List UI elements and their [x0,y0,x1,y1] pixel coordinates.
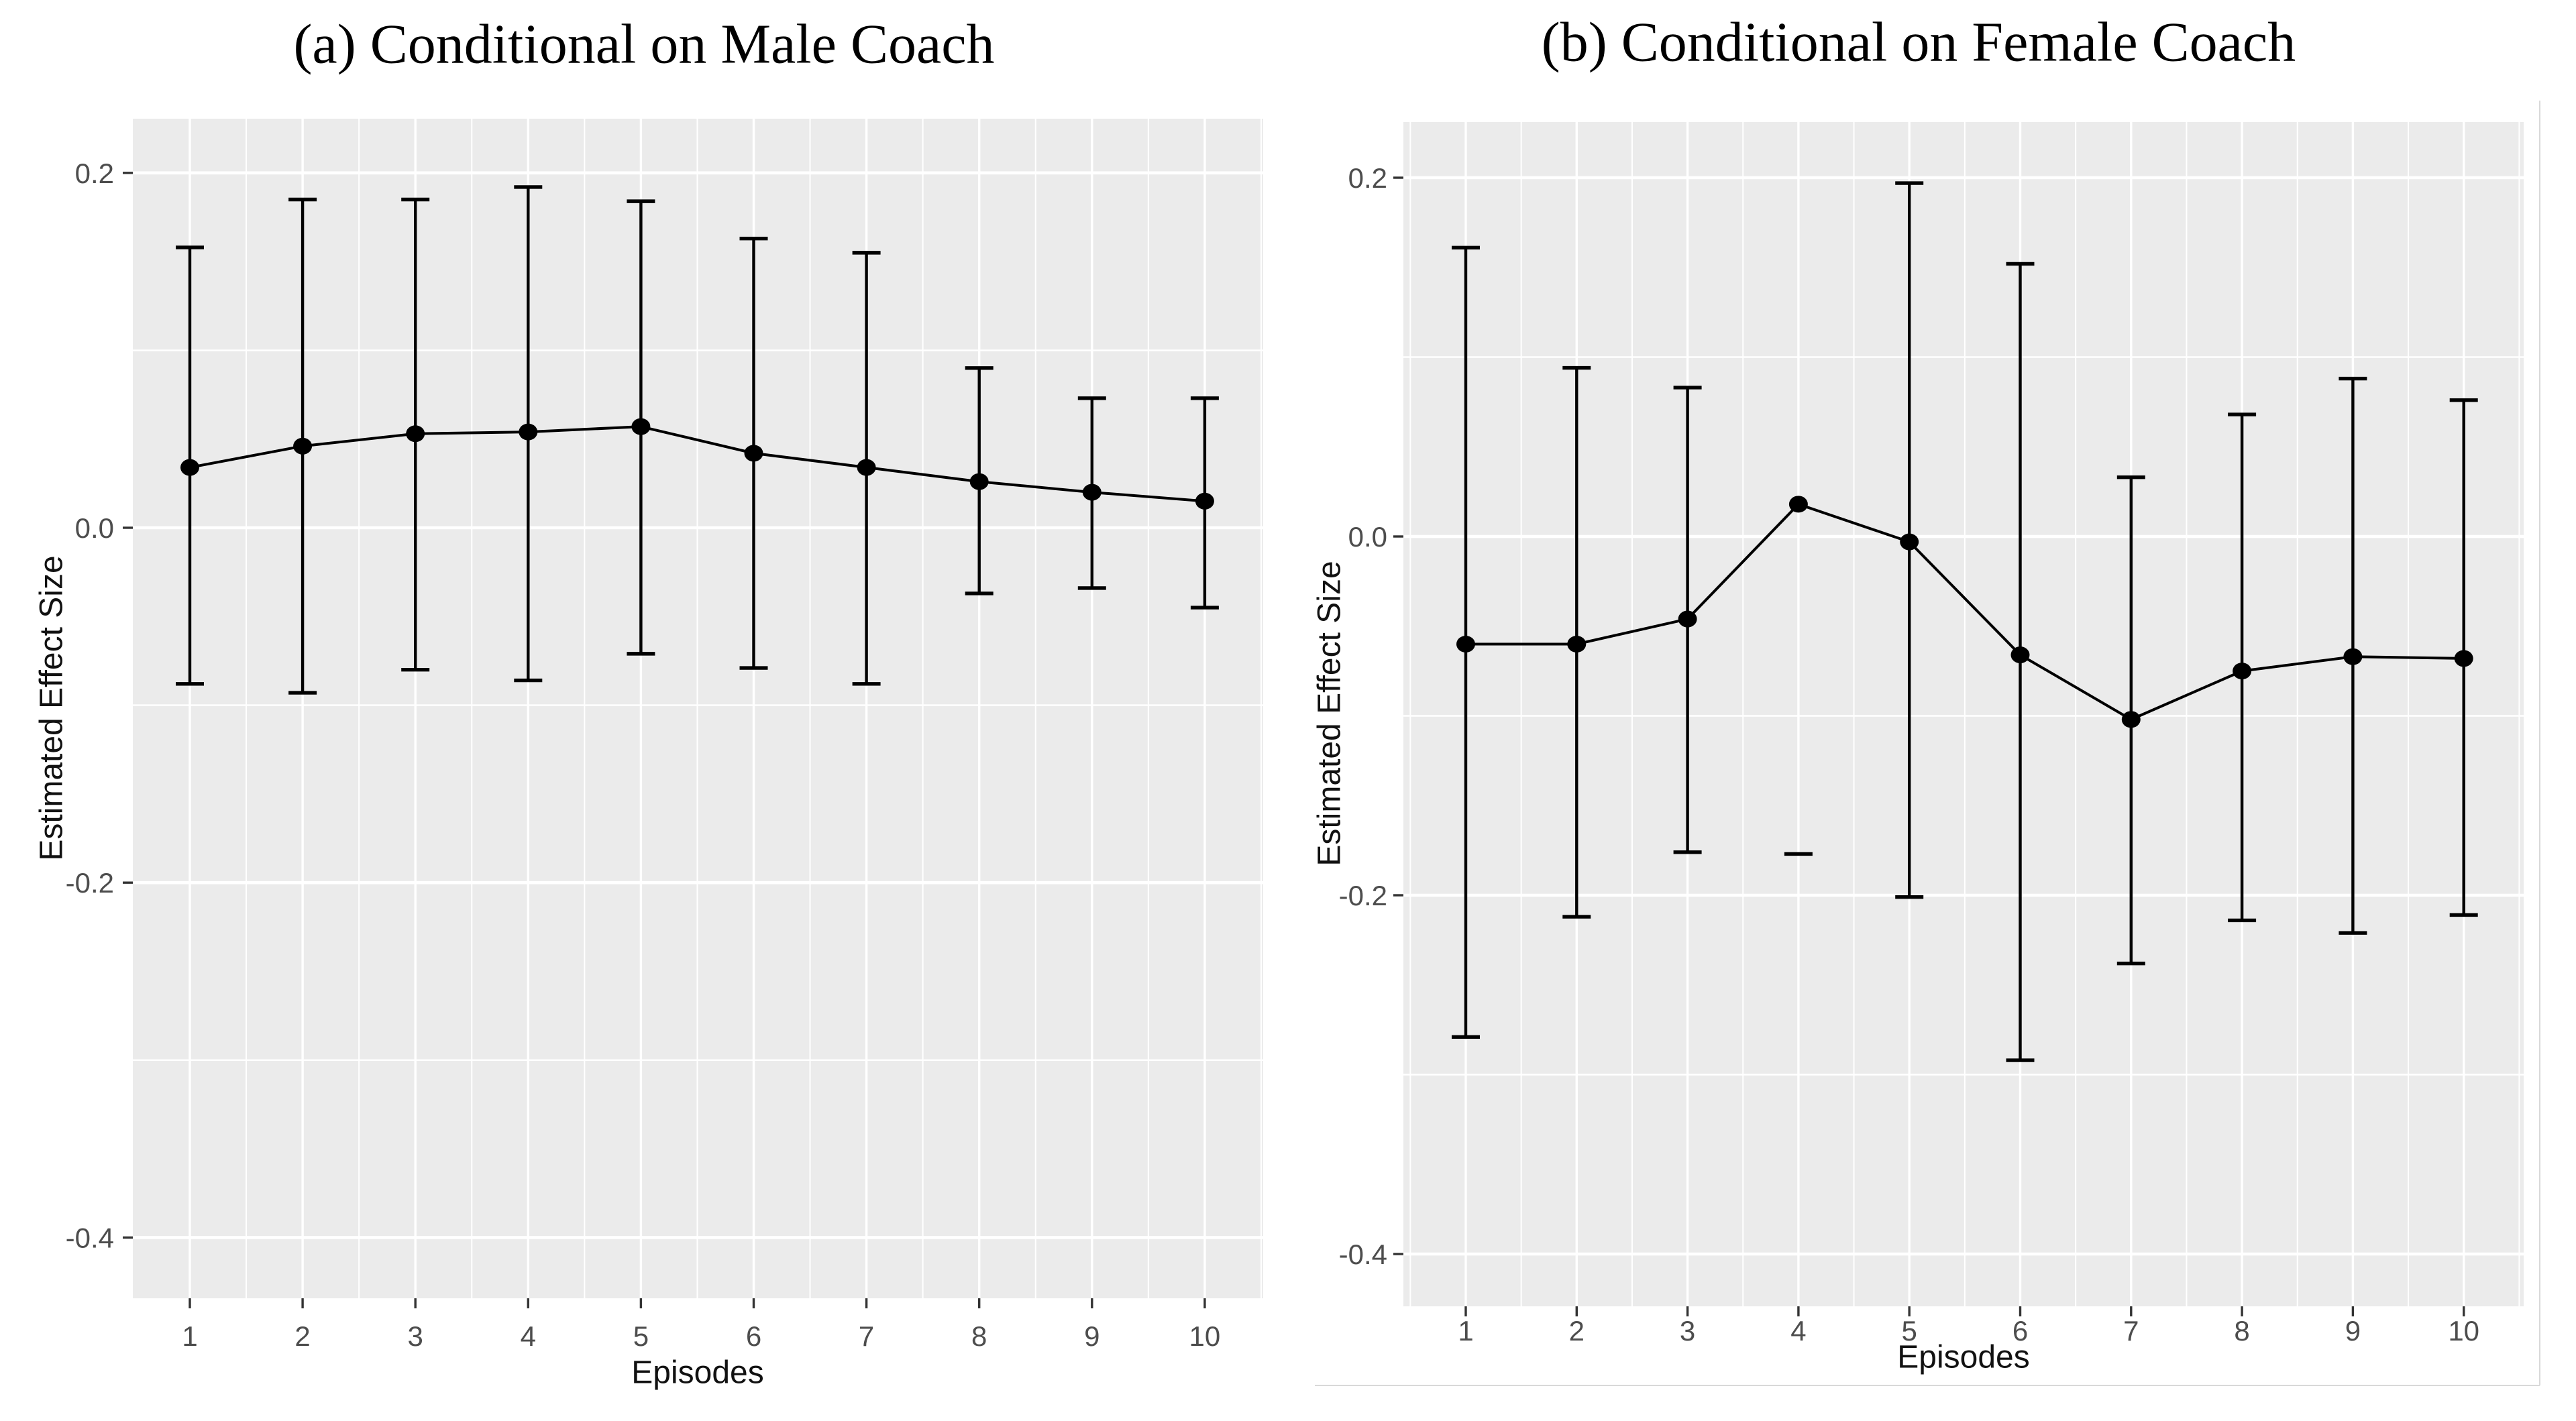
x-tick-label: 10 [1189,1320,1221,1352]
x-tick-label: 9 [2345,1315,2361,1347]
chart-b-x-axis-title: Episodes [1897,1339,2030,1375]
chart-male-coach: (a) Conditional on Male Coach 0.2 0.0 -0.2… [34,13,1263,1391]
data-point [969,473,989,490]
chart-a-plot-area: 0.2 0.0 -0.2 -0.4 1 2 3 4 5 6 7 8 9 10 [66,119,1263,1352]
chart-a-title: (a) Conditional on Male Coach [293,13,995,76]
x-tick-label: 9 [1084,1320,1099,1352]
data-point [519,423,538,441]
x-tick-label: 4 [1790,1315,1806,1347]
data-points [1456,496,2473,728]
x-tick-label: 4 [521,1320,536,1352]
data-point [1456,636,1475,652]
y-tick-label: -0.2 [66,867,114,899]
y-axis-tick-labels: 0.2 0.0 -0.2 -0.4 [1339,162,1387,1270]
x-tick-label: 2 [294,1320,310,1352]
y-tick-label: 0.0 [1348,521,1387,553]
x-tick-label: 8 [971,1320,987,1352]
data-points [180,418,1214,510]
data-point [1788,496,1808,513]
data-point [857,459,876,476]
y-tick-label: -0.4 [66,1222,114,1253]
y-tick-label: -0.4 [1339,1239,1387,1270]
series-line [1466,502,2464,722]
x-tick-label: 7 [2123,1315,2139,1347]
x-tick-label: 3 [408,1320,423,1352]
data-point [2010,646,2030,664]
chart-b-y-axis-title: Estimated Effect Size [1311,561,1348,866]
figure-edge-border [1315,101,2540,1386]
axis-tick-marks [123,172,1206,1308]
data-point [180,459,199,476]
y-tick-label: 0.2 [1348,162,1387,194]
data-point [2233,663,2252,680]
x-tick-label: 8 [2234,1315,2249,1347]
data-point [1082,484,1102,501]
y-axis-tick-labels: 0.2 0.0 -0.2 -0.4 [66,158,114,1254]
data-point [2454,650,2473,667]
x-tick-label: 6 [2012,1315,2028,1347]
data-point [2343,648,2363,665]
grid-minor [1403,122,2524,1306]
x-tick-label: 2 [1569,1315,1585,1347]
axis-tick-marks [1393,176,2465,1316]
data-point [1900,533,1919,551]
x-tick-label: 1 [182,1320,197,1352]
x-tick-label: 5 [633,1320,649,1352]
chart-a-x-axis-title: Episodes [631,1355,764,1391]
x-axis-tick-labels: 1 2 3 4 5 6 7 8 9 10 [1458,1315,2479,1347]
series-line [189,425,1205,503]
x-axis-tick-labels: 1 2 3 4 5 6 7 8 9 10 [182,1320,1220,1352]
data-point [1567,636,1587,652]
chart-a-y-axis-title: Estimated Effect Size [34,555,70,861]
x-tick-label: 5 [1902,1315,1917,1347]
y-tick-label: 0.2 [75,158,114,189]
data-point [744,445,763,462]
data-point [1195,492,1214,510]
x-tick-label: 6 [746,1320,761,1352]
y-tick-label: -0.2 [1339,880,1387,911]
x-tick-label: 10 [2448,1315,2479,1347]
x-tick-label: 1 [1458,1315,1473,1347]
chart-b-title: (b) Conditional on Female Coach [1541,11,2296,74]
grid-minor [133,119,1263,1298]
data-point [2121,711,2141,728]
y-tick-label: 0.0 [75,512,114,544]
data-point [631,418,651,435]
x-tick-label: 3 [1680,1315,1695,1347]
data-point [406,425,425,443]
panel-background [1403,122,2524,1306]
chart-b-plot-area: 0.2 0.0 -0.2 -0.4 1 2 3 4 5 6 7 8 9 10 [1315,101,2540,1386]
data-point [1678,610,1697,628]
data-point [293,437,313,455]
chart-female-coach: (b) Conditional on Female Coach 0.2 0.0 -0… [1288,0,2576,1421]
x-tick-label: 7 [859,1320,874,1352]
panel-background [133,119,1263,1298]
